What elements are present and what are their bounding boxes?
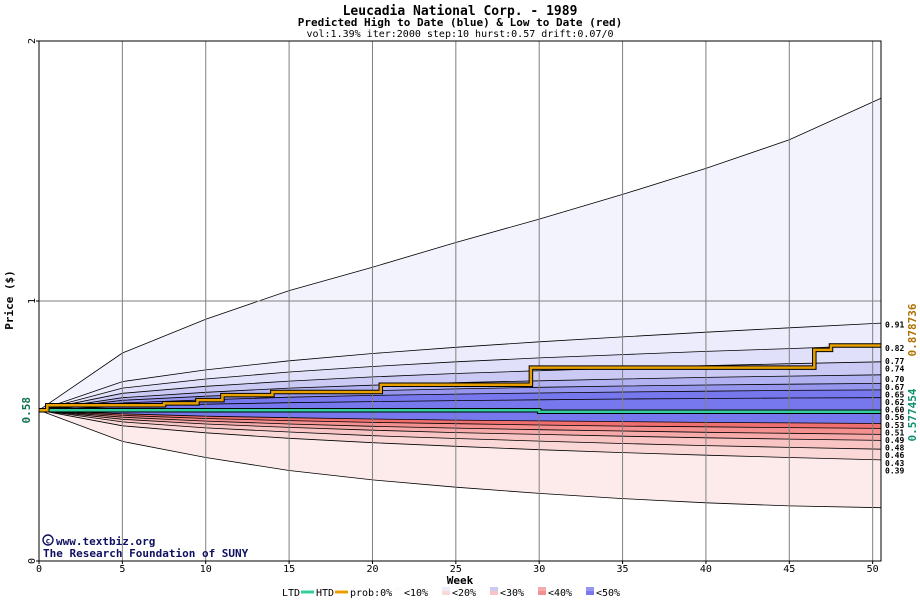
high-band-hi_40pct bbox=[39, 389, 881, 411]
htd-line bbox=[39, 344, 881, 412]
y-tick-label: 2 bbox=[27, 38, 38, 44]
legend-swatch bbox=[394, 587, 402, 591]
legend-item-label: <10% bbox=[404, 588, 428, 599]
to-date-lines bbox=[39, 343, 881, 415]
percentile-label: 0.48 bbox=[885, 444, 904, 453]
high-band-hi_20pct bbox=[39, 374, 881, 411]
percentile-label: 0.70 bbox=[885, 375, 904, 384]
x-tick-label: 30 bbox=[533, 564, 545, 575]
high-band-hi_10pct bbox=[39, 361, 881, 411]
low-band-lo_1pct bbox=[39, 410, 881, 460]
x-tick-label: 0 bbox=[36, 564, 42, 575]
percentile-label: 0.60 bbox=[885, 406, 904, 415]
chart-parameters: vol:1.39% iter:2000 step:10 hurst:0.57 d… bbox=[306, 29, 613, 40]
percentile-label: 0.49 bbox=[885, 436, 904, 445]
x-tick-label: 40 bbox=[700, 564, 712, 575]
legend-swatch bbox=[538, 587, 546, 591]
start-price-label: 0.58 bbox=[20, 397, 33, 424]
percentile-label: 0.74 bbox=[885, 365, 904, 374]
legend-item-label: <40% bbox=[548, 588, 572, 599]
high-band-hi_max bbox=[39, 98, 881, 411]
x-tick-label: 20 bbox=[366, 564, 378, 575]
legend-item-label: <50% bbox=[596, 588, 620, 599]
copyright-mark-icon: c bbox=[46, 537, 51, 546]
copyright-icon bbox=[42, 534, 54, 546]
percentile-label: 0.67 bbox=[885, 383, 904, 392]
y-tick-label: 0 bbox=[27, 558, 38, 564]
legend-swatch bbox=[538, 591, 546, 595]
low-band-lo_40pct bbox=[39, 410, 881, 429]
low-band-lo_30pct bbox=[39, 410, 881, 435]
x-tick-label: 45 bbox=[783, 564, 795, 575]
low-band-lo_min bbox=[39, 410, 881, 508]
legend-swatch bbox=[442, 587, 450, 591]
credits: c www.textbiz.org The Research Foundatio… bbox=[42, 534, 249, 560]
credit-org: The Research Foundation of SUNY bbox=[43, 547, 249, 560]
percentile-label: 0.65 bbox=[885, 390, 904, 399]
legend-item-label: <20% bbox=[452, 588, 476, 599]
axis-ticks: 0 5 10 15 20 25 30 35 40 45 50 0 1 2 bbox=[27, 38, 879, 575]
percentile-label: 0.46 bbox=[885, 451, 904, 460]
percentile-label: 0.56 bbox=[885, 413, 904, 422]
legend-swatch bbox=[586, 591, 594, 595]
percentile-label: 0.39 bbox=[885, 466, 904, 475]
legend-prob-label: prob:0% bbox=[350, 588, 392, 599]
percentile-label: 0.62 bbox=[885, 398, 904, 407]
high-band-hi_5pct bbox=[39, 345, 881, 411]
low-band-lo_20pct bbox=[39, 410, 881, 441]
percentile-label: 0.43 bbox=[885, 459, 904, 468]
x-tick-label: 5 bbox=[119, 564, 125, 575]
chart-subtitle: Predicted High to Date (blue) & Low to D… bbox=[298, 16, 623, 29]
percentile-label: 0.77 bbox=[885, 357, 904, 366]
ltd-end-label: 0.577454 bbox=[906, 388, 919, 441]
legend: LTD HTD prob:0% <10% <20% <30% <40% <50% bbox=[282, 587, 620, 599]
legend-swatch bbox=[394, 591, 402, 595]
legend-swatch bbox=[490, 587, 498, 591]
y-axis-label: Price ($) bbox=[3, 270, 16, 330]
x-tick-label: 50 bbox=[867, 564, 879, 575]
high-band-hi_30pct bbox=[39, 383, 881, 411]
high-band-hi_1pct bbox=[39, 323, 881, 411]
low-band-lo_10pct bbox=[39, 410, 881, 450]
percentile-label: 0.53 bbox=[885, 421, 904, 430]
x-tick-label: 35 bbox=[617, 564, 629, 575]
chart-title: Leucadia National Corp. - 1989 bbox=[343, 4, 578, 19]
legend-swatch bbox=[490, 591, 498, 595]
credit-url: www.textbiz.org bbox=[56, 535, 155, 548]
percentile-label: 0.91 bbox=[885, 320, 904, 329]
x-tick-label: 10 bbox=[200, 564, 212, 575]
percentile-labels: 0.91 0.82 0.770.740.700.670.650.620.600.56… bbox=[885, 320, 904, 475]
htd-end-label: 0.878736 bbox=[906, 303, 919, 356]
legend-item-label: <30% bbox=[500, 588, 524, 599]
legend-ltd-label: LTD bbox=[282, 588, 300, 599]
x-tick-label: 15 bbox=[283, 564, 295, 575]
x-axis-label: Week bbox=[447, 574, 474, 587]
percentile-label: 0.82 bbox=[885, 344, 904, 353]
legend-swatch bbox=[442, 591, 450, 595]
ltd-line bbox=[39, 408, 881, 414]
legend-htd-label: HTD bbox=[316, 588, 334, 599]
y-tick-label: 1 bbox=[27, 298, 38, 304]
legend-swatch bbox=[586, 587, 594, 591]
percentile-label: 0.51 bbox=[885, 428, 904, 437]
x-tick-label: 25 bbox=[450, 564, 462, 575]
